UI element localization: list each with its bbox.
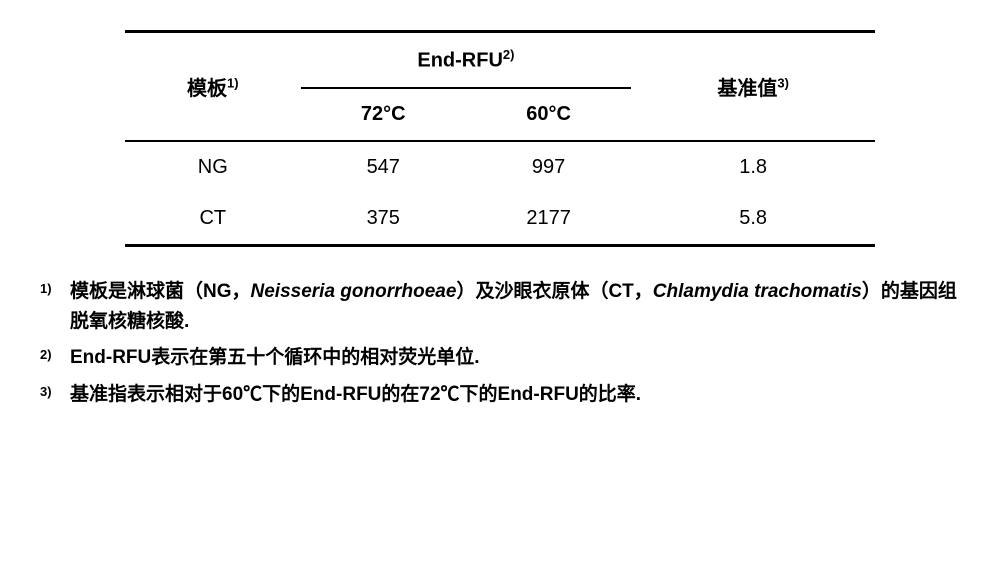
header-baseline: 基准值3) xyxy=(631,32,875,141)
cell-base: 1.8 xyxy=(631,141,875,193)
table-row: CT 375 2177 5.8 xyxy=(125,193,875,246)
header-endrfu-label: End-RFU xyxy=(417,50,503,72)
footnote-italic: Neisseria gonorrhoeae xyxy=(251,281,457,302)
footnote-row: 1) 模板是淋球菌（NG，Neisseria gonorrhoeae）及沙眼衣原… xyxy=(40,277,960,338)
header-endrfu: End-RFU2) xyxy=(301,32,632,88)
cell-base: 5.8 xyxy=(631,193,875,246)
footnote-italic: Chlamydia trachomatis xyxy=(653,281,862,302)
data-table: 模板1) End-RFU2) 基准值3) 72°C 60°C NG 547 99… xyxy=(125,30,875,247)
header-endrfu-sup: 2) xyxy=(503,47,515,62)
footnote-text: 模板是淋球菌（NG，Neisseria gonorrhoeae）及沙眼衣原体（C… xyxy=(70,277,960,338)
header-baseline-label: 基准值 xyxy=(717,78,777,100)
header-template: 模板1) xyxy=(125,32,301,141)
footnote-segment: 模板是淋球菌（NG， xyxy=(70,281,251,302)
cell-v60: 997 xyxy=(466,141,631,193)
cell-v72: 375 xyxy=(301,193,466,246)
header-template-label: 模板 xyxy=(187,78,227,100)
subheader-72c: 72°C xyxy=(301,88,466,141)
footnote-number: 3) xyxy=(40,380,70,403)
footnote-number: 1) xyxy=(40,277,70,300)
footnote-text: End-RFU表示在第五十个循环中的相对荧光单位. xyxy=(70,343,960,373)
footnote-segment: ）及沙眼衣原体（CT， xyxy=(456,281,652,302)
cell-v72: 547 xyxy=(301,141,466,193)
subheader-60c: 60°C xyxy=(466,88,631,141)
table-row: NG 547 997 1.8 xyxy=(125,141,875,193)
cell-v60: 2177 xyxy=(466,193,631,246)
footnote-number: 2) xyxy=(40,343,70,366)
footnotes: 1) 模板是淋球菌（NG，Neisseria gonorrhoeae）及沙眼衣原… xyxy=(40,277,960,411)
header-baseline-sup: 3) xyxy=(777,75,789,90)
footnote-row: 3) 基准指表示相对于60℃下的End-RFU的在72℃下的End-RFU的比率… xyxy=(40,380,960,410)
footnote-row: 2) End-RFU表示在第五十个循环中的相对荧光单位. xyxy=(40,343,960,373)
header-template-sup: 1) xyxy=(227,75,239,90)
cell-name: CT xyxy=(125,193,301,246)
cell-name: NG xyxy=(125,141,301,193)
footnote-text: 基准指表示相对于60℃下的End-RFU的在72℃下的End-RFU的比率. xyxy=(70,380,960,410)
